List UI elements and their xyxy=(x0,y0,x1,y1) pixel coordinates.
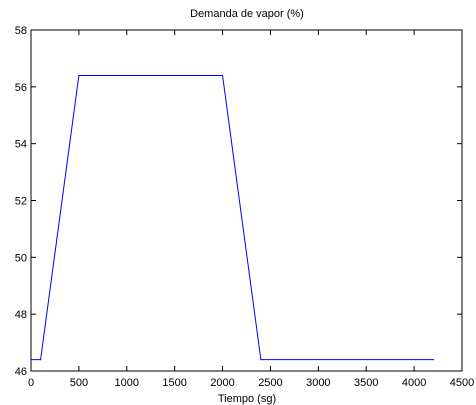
y-tick-label: 52 xyxy=(15,196,27,208)
series-layer xyxy=(30,74,434,361)
y-tick-label: 58 xyxy=(15,25,27,37)
x-tick-label: 2000 xyxy=(210,377,234,389)
x-tick-label: 1500 xyxy=(162,377,186,389)
data-point xyxy=(30,359,32,361)
y-tick-label: 54 xyxy=(15,139,27,151)
x-tick-label: 3000 xyxy=(306,377,330,389)
y-tick-label: 50 xyxy=(15,252,27,264)
data-point xyxy=(260,359,262,361)
y-tick-label: 48 xyxy=(15,309,27,321)
y-tick-label: 46 xyxy=(15,366,27,378)
data-point xyxy=(39,359,42,361)
x-axis-label: Tiempo (sg) xyxy=(218,393,276,405)
plot-frame xyxy=(30,29,463,372)
data-point xyxy=(221,74,224,77)
y-tick-label: 56 xyxy=(15,82,27,94)
y-axis: 46 48 50 52 54 56 58 xyxy=(15,25,462,378)
x-tick-label: 500 xyxy=(70,377,88,389)
chart-title: Demanda de vapor (%) xyxy=(190,8,304,20)
data-point xyxy=(432,359,434,361)
x-tick-label: 0 xyxy=(28,377,34,389)
x-axis: 0 500 1000 1500 2000 2500 3000 3500 4000 4500 xyxy=(28,30,474,389)
series-line xyxy=(31,74,434,361)
x-tick-label: 4000 xyxy=(402,377,426,389)
x-tick-label: 3500 xyxy=(354,377,378,389)
x-tick-label: 2500 xyxy=(258,377,282,389)
data-point xyxy=(78,74,80,77)
x-tick-label: 4500 xyxy=(450,377,474,389)
x-tick-label: 1000 xyxy=(115,377,139,389)
